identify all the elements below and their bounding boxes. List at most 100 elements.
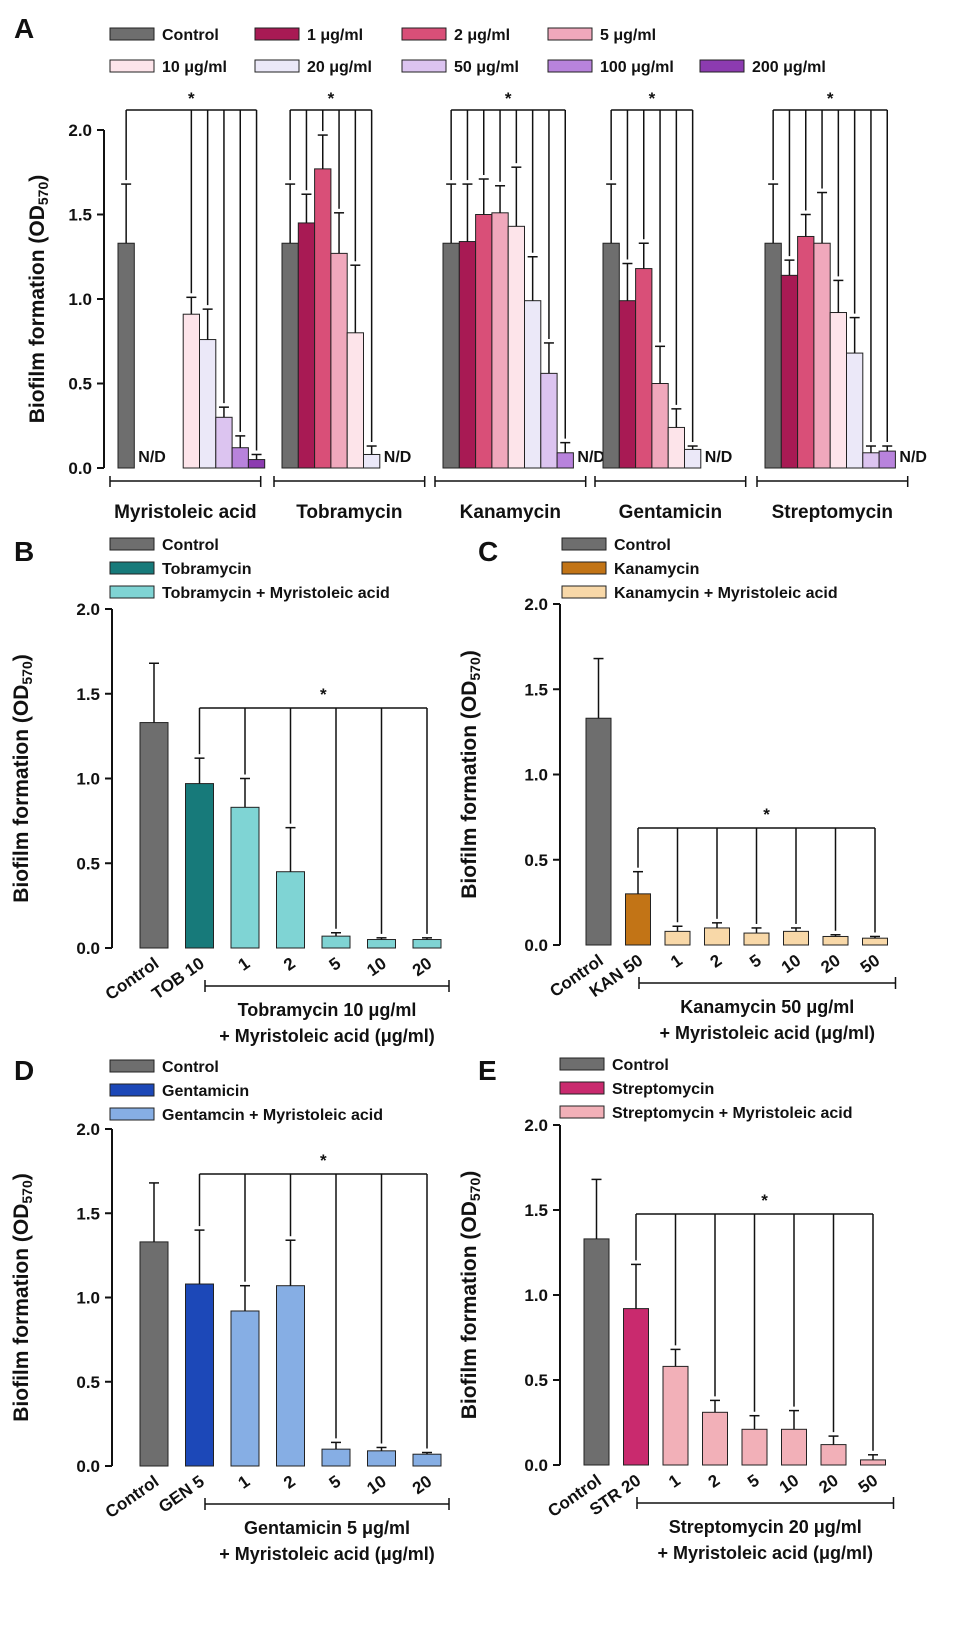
a-legend-label: Control bbox=[162, 27, 219, 44]
b-bar bbox=[367, 939, 396, 949]
d-bar bbox=[276, 1285, 305, 1467]
a-group-bracket bbox=[109, 476, 262, 487]
a-bar bbox=[491, 212, 509, 469]
c-bar bbox=[585, 717, 612, 946]
d-y-tick-label: 0.5 bbox=[76, 1373, 100, 1392]
b-bar bbox=[139, 722, 169, 949]
d-y-tick-label: 1.0 bbox=[76, 1289, 100, 1308]
b-x-tick-label: Control bbox=[102, 954, 162, 1004]
e-x-axis-label-line1: Streptomycin 20 μg/ml bbox=[669, 1517, 862, 1537]
a-bar bbox=[764, 242, 782, 469]
panel-letter-e: E bbox=[478, 1055, 497, 1086]
a-group-label: Gentamicin bbox=[619, 502, 722, 523]
a-significance-star: * bbox=[328, 89, 335, 108]
a-significance-star: * bbox=[505, 89, 512, 108]
c-x-axis-label-line2: + Myristoleic acid (μg/ml) bbox=[659, 1023, 875, 1043]
c-legend-label: Kanamycin + Myristoleic acid bbox=[614, 585, 838, 602]
d-y-tick-label: 0.0 bbox=[76, 1457, 100, 1476]
a-y-tick-label: 1.0 bbox=[68, 290, 92, 309]
e-y-tick-label: 0.0 bbox=[524, 1456, 548, 1475]
a-bar bbox=[363, 453, 381, 469]
d-x-tick-label: GEN 5 bbox=[155, 1472, 208, 1517]
a-bar bbox=[314, 168, 332, 469]
a-bar bbox=[684, 448, 702, 469]
a-nd-label: N/D bbox=[705, 449, 733, 466]
panel-letter-b: B bbox=[14, 536, 34, 567]
a-legend-swatch bbox=[699, 59, 745, 73]
a-nd-label: N/D bbox=[384, 449, 412, 466]
b-bar bbox=[321, 935, 351, 949]
a-bar bbox=[602, 242, 620, 469]
d-bar bbox=[139, 1241, 169, 1467]
c-x-tick-label: 5 bbox=[746, 951, 765, 972]
e-x-tick-label: 5 bbox=[744, 1471, 763, 1492]
a-group-label: Streptomycin bbox=[772, 502, 893, 523]
d-significance-star: * bbox=[320, 1151, 327, 1170]
b-bar bbox=[185, 783, 214, 949]
b-x-tick-label: 5 bbox=[326, 954, 345, 975]
a-significance-star: * bbox=[827, 89, 834, 108]
c-x-tick-label: 1 bbox=[667, 951, 686, 972]
b-legend-label: Control bbox=[162, 537, 219, 554]
a-bar bbox=[813, 242, 831, 469]
e-y-tick-label: 1.0 bbox=[524, 1286, 548, 1305]
c-x-tick-label: 2 bbox=[707, 951, 726, 972]
e-y-tick-label: 2.0 bbox=[524, 1116, 548, 1135]
a-legend-swatch bbox=[109, 59, 155, 73]
a-bar bbox=[442, 242, 460, 469]
e-legend-swatch bbox=[559, 1105, 605, 1119]
d-bar bbox=[367, 1450, 396, 1467]
a-nd-label: N/D bbox=[577, 449, 605, 466]
c-y-tick-label: 1.5 bbox=[524, 680, 548, 699]
a-group-bracket bbox=[756, 476, 909, 487]
a-bar bbox=[297, 222, 316, 469]
a-group-label: Kanamycin bbox=[460, 502, 561, 523]
b-x-tick-label: 2 bbox=[280, 954, 299, 975]
a-legend-label: 200 μg/ml bbox=[752, 59, 826, 76]
d-x-tick-label: 1 bbox=[235, 1472, 254, 1493]
b-legend-swatch bbox=[109, 537, 155, 551]
c-y-tick-label: 0.5 bbox=[524, 851, 548, 870]
b-bar bbox=[276, 871, 305, 949]
b-y-axis-label: Biofilm formation (OD570) bbox=[10, 654, 35, 903]
e-bar bbox=[820, 1444, 847, 1466]
a-bar bbox=[507, 225, 526, 469]
panel-letter-a: A bbox=[14, 13, 34, 44]
d-x-tick-label: 2 bbox=[280, 1472, 299, 1493]
d-legend-label: Control bbox=[162, 1059, 219, 1076]
b-x-tick-label: 10 bbox=[363, 954, 389, 980]
b-bar bbox=[230, 806, 260, 949]
panel-letter-c: C bbox=[478, 536, 498, 567]
a-bar bbox=[247, 459, 266, 469]
b-legend-label: Tobramycin + Myristoleic acid bbox=[162, 585, 390, 602]
a-bar bbox=[667, 426, 686, 469]
a-bar bbox=[215, 416, 233, 469]
a-nd-label: N/D bbox=[899, 449, 927, 466]
c-bar bbox=[822, 935, 849, 946]
d-legend-label: Gentamicin bbox=[162, 1083, 249, 1100]
panel-letter-d: D bbox=[14, 1055, 34, 1086]
e-legend-label: Streptomycin bbox=[612, 1081, 714, 1098]
c-y-tick-label: 1.0 bbox=[524, 766, 548, 785]
a-legend-swatch bbox=[109, 27, 155, 41]
b-bar bbox=[412, 939, 442, 949]
b-legend-swatch bbox=[109, 561, 155, 575]
e-bar bbox=[662, 1365, 689, 1466]
a-bar bbox=[635, 268, 653, 469]
e-bar bbox=[702, 1411, 728, 1466]
e-bar bbox=[623, 1308, 649, 1466]
e-legend-swatch bbox=[559, 1081, 605, 1095]
e-bar bbox=[860, 1459, 886, 1466]
a-y-axis-label: Biofilm formation (OD570) bbox=[26, 175, 51, 424]
b-x-axis-label-line2: + Myristoleic acid (μg/ml) bbox=[219, 1026, 435, 1046]
d-bar bbox=[185, 1283, 214, 1467]
a-bar bbox=[458, 241, 477, 469]
a-legend-label: 5 μg/ml bbox=[600, 27, 656, 44]
d-legend-swatch bbox=[109, 1107, 155, 1121]
c-x-tick-label: 10 bbox=[778, 951, 804, 977]
b-y-tick-label: 1.5 bbox=[76, 685, 100, 704]
c-bar bbox=[743, 932, 770, 946]
a-bar bbox=[475, 214, 493, 469]
e-legend-swatch bbox=[559, 1057, 605, 1071]
